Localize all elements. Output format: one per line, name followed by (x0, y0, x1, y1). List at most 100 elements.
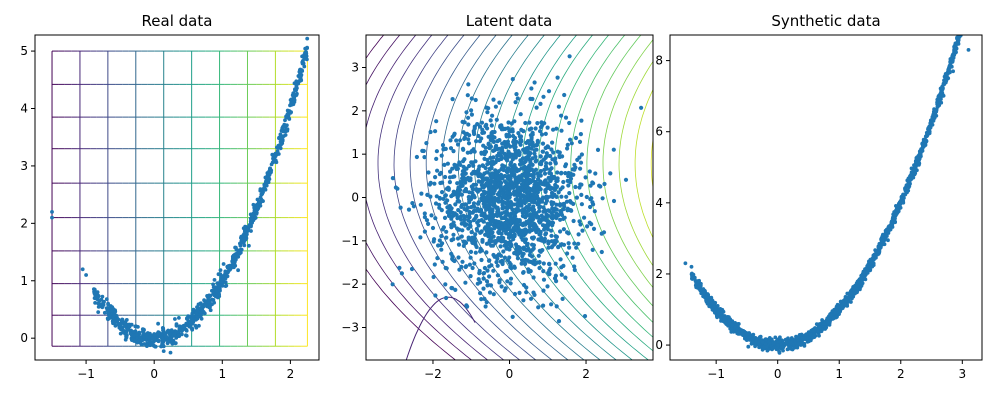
data-point (541, 288, 546, 293)
data-point (451, 189, 456, 194)
data-point (195, 308, 200, 313)
data-point (897, 203, 902, 207)
data-point (569, 208, 574, 213)
data-point (215, 293, 219, 298)
data-point (478, 172, 483, 177)
data-point (477, 268, 482, 274)
data-point (568, 137, 573, 142)
data-point (886, 228, 891, 233)
data-point (468, 223, 473, 228)
data-point (438, 180, 443, 186)
data-point (197, 323, 201, 328)
data-point (881, 232, 885, 237)
data-point (120, 317, 124, 322)
data-point (524, 180, 529, 185)
data-point (777, 349, 781, 354)
data-point (505, 126, 511, 131)
contour-line (425, 35, 553, 360)
data-point (771, 341, 776, 346)
data-point (195, 305, 200, 309)
data-point (474, 226, 479, 232)
data-point (507, 223, 512, 228)
data-point (585, 224, 590, 229)
y-tick-label: 8 (655, 54, 663, 68)
data-point (93, 291, 97, 296)
data-point (491, 268, 496, 273)
data-point (528, 296, 534, 301)
data-point (512, 264, 517, 269)
data-point (253, 215, 258, 220)
data-point (437, 195, 442, 201)
data-point (445, 210, 450, 215)
y-tick-label: 3 (351, 61, 359, 75)
data-point (705, 295, 709, 299)
data-point (273, 154, 278, 159)
data-point (124, 330, 128, 335)
data-point (506, 232, 511, 237)
data-point (446, 185, 451, 190)
data-point (516, 168, 522, 173)
data-point (903, 188, 908, 193)
data-point (558, 229, 563, 234)
data-point (825, 316, 830, 321)
data-point (953, 50, 958, 54)
data-point (498, 213, 503, 218)
data-point (97, 299, 102, 303)
data-point (538, 249, 543, 254)
data-point (548, 186, 553, 192)
data-point (548, 167, 553, 172)
data-point (488, 283, 494, 288)
data-point (591, 226, 597, 231)
data-point (690, 275, 694, 280)
data-point (858, 287, 862, 292)
data-point (582, 314, 588, 319)
data-point (828, 313, 833, 318)
data-point (552, 206, 558, 211)
data-point (556, 104, 562, 109)
y-tick-label: 2 (655, 267, 663, 281)
data-point (80, 267, 85, 272)
data-point (506, 120, 511, 125)
data-point (491, 188, 496, 193)
y-tick-label: 5 (20, 44, 28, 58)
data-point (508, 281, 513, 286)
data-point (297, 69, 302, 74)
data-point (455, 142, 461, 147)
data-point (546, 213, 551, 218)
data-point (524, 290, 529, 295)
data-point (131, 330, 136, 334)
data-point (153, 332, 158, 337)
data-point (514, 153, 519, 158)
data-point (164, 334, 169, 339)
data-point (736, 330, 740, 335)
data-point (745, 332, 750, 336)
data-point (281, 125, 285, 129)
data-point (460, 202, 465, 208)
data-point (466, 141, 472, 146)
data-point (177, 316, 181, 320)
data-point (491, 148, 496, 153)
data-point (467, 178, 472, 183)
data-point (477, 139, 482, 144)
data-point (753, 344, 757, 349)
data-point (964, 10, 968, 14)
data-point (479, 120, 485, 125)
data-point (566, 241, 571, 246)
contour-line (366, 35, 473, 360)
data-point (453, 287, 458, 292)
data-point (863, 277, 868, 282)
data-point (463, 132, 468, 137)
data-point (567, 245, 572, 250)
contour-line (506, 35, 633, 360)
data-point (455, 199, 460, 204)
data-point (459, 264, 464, 269)
data-point (443, 146, 448, 151)
y-tick-label: 1 (351, 147, 359, 161)
data-point (860, 280, 864, 285)
data-point (543, 178, 548, 183)
data-point (569, 141, 574, 146)
data-point (112, 320, 117, 325)
data-point (464, 110, 469, 115)
data-point (410, 201, 415, 206)
